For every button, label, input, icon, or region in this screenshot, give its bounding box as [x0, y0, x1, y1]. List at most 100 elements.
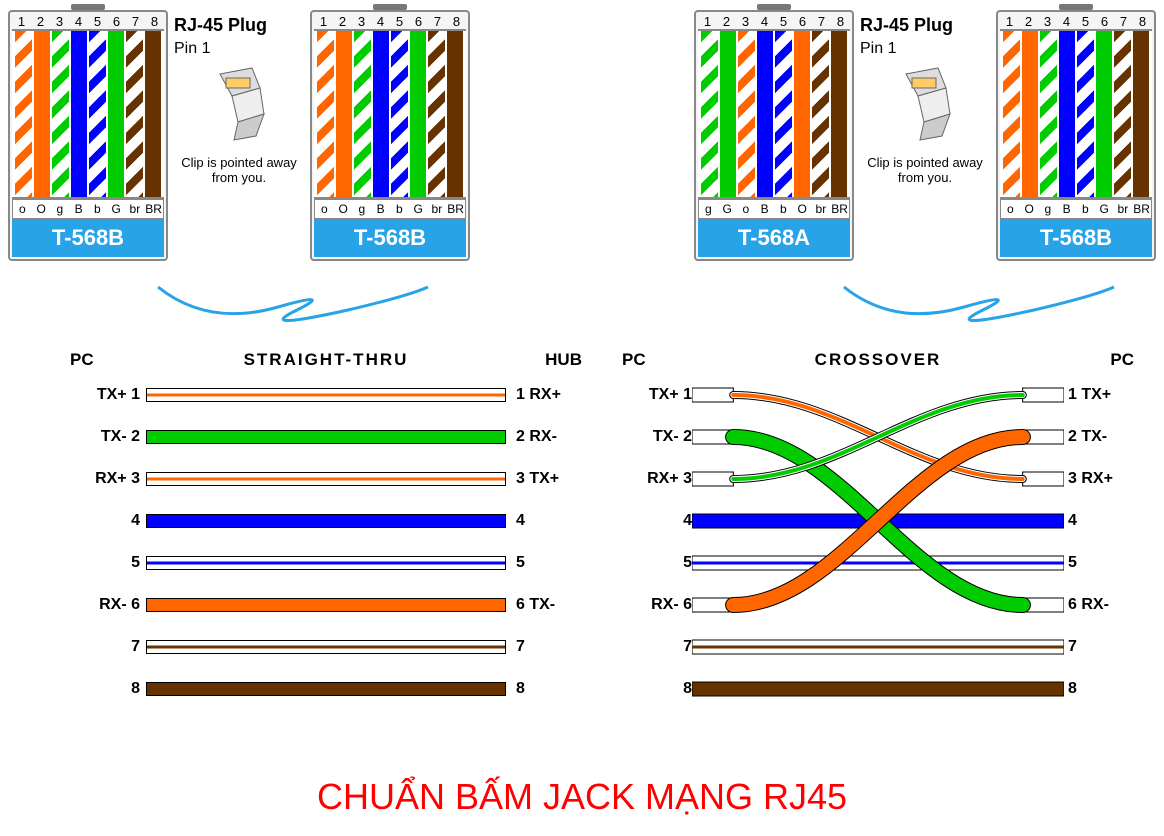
pin-number: 8 [1133, 14, 1152, 29]
line-wire [146, 640, 506, 654]
wire [720, 31, 737, 197]
wire-code: G [107, 202, 126, 216]
line-wire [146, 556, 506, 570]
plug-t568b-1: 12345678oOgBbGbrBRT-568B [8, 10, 168, 261]
crossover-svg [692, 374, 1064, 710]
wire-code: br [126, 202, 145, 216]
plug-t568b-3: 12345678oOgBbGbrBRT-568B [996, 10, 1156, 261]
page-title: CHUẨN BẤM JACK MẠNG RJ45 [0, 776, 1164, 818]
pin-number: 2 [31, 14, 50, 29]
info-title: RJ-45 Plug [860, 15, 990, 36]
wiring-row: PC STRAIGHT-THRU HUB TX+ 11 RX+TX- 22 RX… [0, 320, 1164, 710]
wire [757, 31, 774, 197]
pin-numbers: 12345678 [1000, 14, 1152, 29]
plug-group-straight: 12345678oOgBbGbrBRT-568B RJ-45 Plug Pin … [8, 10, 470, 320]
wire [1040, 31, 1057, 197]
line-label-left: TX+ 1 [622, 374, 692, 416]
pin-number: 3 [1038, 14, 1057, 29]
line-label-right: 6 TX- [512, 596, 582, 614]
plug-group-crossover: 12345678 gGoBbObrBRT-568A RJ-45 Plug Pin … [694, 10, 1156, 320]
wire [812, 31, 829, 197]
wire [145, 31, 162, 197]
line-label-right: 2 TX- [1064, 416, 1134, 458]
plug-tab [1059, 4, 1093, 10]
line-label-left: 4 [622, 500, 692, 542]
info-subtitle: Pin 1 [174, 40, 304, 58]
wire-code: b [390, 202, 409, 216]
plug-tab [757, 4, 791, 10]
wiring-line: TX- 22 RX- [70, 416, 582, 458]
code-strip: gGoBbObrBR [698, 199, 850, 219]
wire [1114, 31, 1131, 197]
line-label-left: 4 [70, 512, 140, 530]
pin-number: 4 [69, 14, 88, 29]
line-label-left: TX+ 1 [70, 386, 140, 404]
wire-code: O [32, 202, 51, 216]
line-label-left: TX- 2 [70, 428, 140, 446]
pin-numbers: 12345678 [12, 14, 164, 29]
wire [373, 31, 390, 197]
wiring-line: RX- 66 TX- [70, 584, 582, 626]
wire [71, 31, 88, 197]
header-left: PC [70, 350, 140, 370]
info-caption: Clip is pointed away from you. [860, 155, 990, 185]
standard-label: T-568B [1000, 219, 1152, 257]
line-label-right: 4 [512, 512, 582, 530]
wire-box [1000, 29, 1152, 199]
cable-loop-icon [834, 282, 1124, 332]
header-title: STRAIGHT-THRU [140, 350, 512, 370]
wire-code: O [1020, 202, 1039, 216]
wire-code: BR [830, 202, 849, 216]
wire [34, 31, 51, 197]
plug-3d-icon [888, 66, 958, 146]
line-label-left: 7 [70, 638, 140, 656]
wire [738, 31, 755, 197]
pin-number: 6 [107, 14, 126, 29]
wire-code: b [88, 202, 107, 216]
wire-box [314, 29, 466, 199]
line-label-right: 5 [512, 554, 582, 572]
wire-code: o [737, 202, 756, 216]
line-label-left: RX+ 3 [70, 470, 140, 488]
wire [1022, 31, 1039, 197]
wire-box [698, 29, 850, 199]
wire [410, 31, 427, 197]
pin-number: 3 [50, 14, 69, 29]
plug-body: 12345678oOgBbGbrBRT-568B [8, 10, 168, 261]
plug-tab [71, 4, 105, 10]
wire-code: G [718, 202, 737, 216]
pin-number: 1 [1000, 14, 1019, 29]
line-label-right: 3 TX+ [512, 470, 582, 488]
info-col-2: RJ-45 Plug Pin 1 Clip is pointed away fr… [860, 10, 990, 185]
wire [1133, 31, 1150, 197]
wire-code: B [371, 202, 390, 216]
wire-code: b [774, 202, 793, 216]
line-label-left: 5 [70, 554, 140, 572]
standard-label: T-568A [698, 219, 850, 257]
pin-number: 6 [409, 14, 428, 29]
pin-number: 4 [1057, 14, 1076, 29]
line-label-left: 5 [622, 542, 692, 584]
line-wire [146, 598, 506, 612]
wire-code: BR [144, 202, 163, 216]
cable-loop-icon [148, 282, 438, 332]
pin-number: 7 [1114, 14, 1133, 29]
line-wire [146, 682, 506, 696]
pin-numbers: 12345678 [314, 14, 466, 29]
wiring-line: 77 [70, 626, 582, 668]
wire [391, 31, 408, 197]
wire [775, 31, 792, 197]
code-strip: oOgBbGbrBR [12, 199, 164, 219]
wire-code: o [1001, 202, 1020, 216]
line-label-right: 8 [1064, 668, 1134, 710]
line-label-right: 1 TX+ [1064, 374, 1134, 416]
wiring-line: 55 [70, 542, 582, 584]
line-label-left: 7 [622, 626, 692, 668]
wire [1003, 31, 1020, 197]
line-label-left: RX+ 3 [622, 458, 692, 500]
pin-number: 5 [88, 14, 107, 29]
standard-label: T-568B [314, 219, 466, 257]
crossover-left-labels: TX+ 1TX- 2RX+ 345RX- 678 [622, 374, 692, 710]
wire [89, 31, 106, 197]
wire-code: G [409, 202, 428, 216]
